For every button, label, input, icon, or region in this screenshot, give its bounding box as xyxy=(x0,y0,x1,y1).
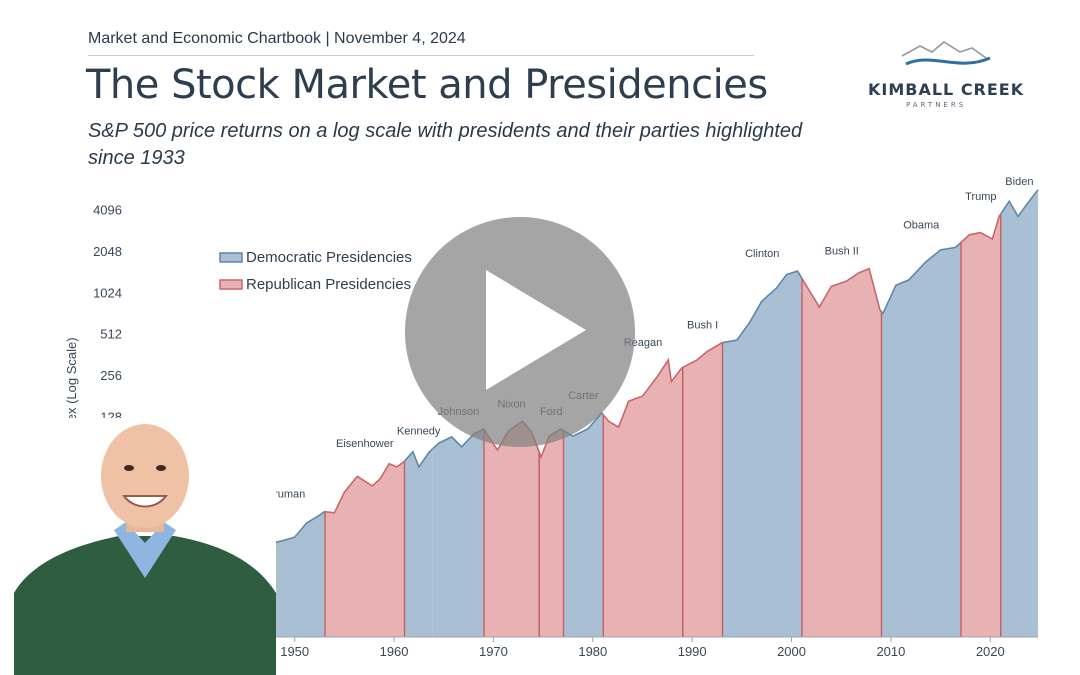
x-tick-label: 2020 xyxy=(976,644,1005,659)
presenter-collar xyxy=(114,522,176,578)
presidency-region-eisenhower xyxy=(324,461,405,637)
president-label: Kennedy xyxy=(397,426,441,438)
presenter-sweater xyxy=(14,536,276,675)
legend-label: Republican Presidencies xyxy=(246,276,411,293)
price-line-kennedy xyxy=(403,448,434,469)
legend-swatch xyxy=(219,279,243,290)
legend-label: Democratic Presidencies xyxy=(246,249,412,266)
y-tick-label: 256 xyxy=(100,368,122,383)
legend-swatch xyxy=(219,252,243,263)
presidency-region-trump xyxy=(960,214,1001,637)
x-tick-label: 1990 xyxy=(678,644,707,659)
kimball-creek-logo-icon xyxy=(901,41,991,66)
x-tick-label: 1980 xyxy=(578,644,607,659)
presidency-region-johnson xyxy=(432,428,484,637)
logo-subtext: PARTNERS xyxy=(906,101,967,109)
president-label: Clinton xyxy=(745,248,779,260)
price-line-obama xyxy=(880,241,962,315)
presidency-region-bush-i xyxy=(682,342,723,637)
page-subtitle: S&P 500 price returns on a log scale wit… xyxy=(88,120,803,169)
play-button[interactable] xyxy=(405,217,635,447)
y-tick-label: 1024 xyxy=(93,285,122,300)
logo-wordmark: KIMBALL CREEK xyxy=(868,80,1025,99)
y-tick-label: 2048 xyxy=(93,244,122,259)
presidency-region-reagan xyxy=(603,359,683,637)
chartbook-kicker: Market and Economic Chartbook | November… xyxy=(88,30,466,47)
president-label: Eisenhower xyxy=(336,438,394,450)
presidency-region-ford xyxy=(539,428,564,637)
header-divider xyxy=(88,55,754,56)
y-tick-label: 512 xyxy=(100,327,122,342)
presenter-face xyxy=(101,424,189,528)
price-line-reagan xyxy=(602,357,683,429)
x-tick-label: 1960 xyxy=(380,644,409,659)
presidency-region-carter xyxy=(563,412,604,637)
presidency-region-bush-ii xyxy=(801,268,882,637)
presenter-video-thumbnail[interactable] xyxy=(14,418,276,675)
x-tick-label: 1950 xyxy=(280,644,309,659)
presidency-region-clinton xyxy=(722,271,802,637)
y-tick-label: 4096 xyxy=(93,202,122,217)
presidency-region-biden xyxy=(1000,189,1038,637)
presidency-region-nixon xyxy=(483,421,540,637)
president-label: Bush II xyxy=(825,246,859,258)
x-tick-label: 2000 xyxy=(777,644,806,659)
president-label: Obama xyxy=(903,219,940,231)
price-line-biden xyxy=(1000,189,1039,218)
presidency-region-obama xyxy=(881,242,961,637)
president-label: Truman xyxy=(268,489,306,501)
president-label: Trump xyxy=(965,191,996,203)
price-line-bush-ii xyxy=(801,267,883,313)
price-line-trump xyxy=(960,213,1002,244)
x-tick-label: 2010 xyxy=(876,644,905,659)
price-line-eisenhower xyxy=(324,460,406,514)
president-label: Biden xyxy=(1005,176,1033,188)
price-line-clinton xyxy=(722,270,803,344)
page-title: The Stock Market and Presidencies xyxy=(86,62,768,108)
presenter-eye-left xyxy=(124,465,134,471)
president-label: Bush I xyxy=(687,320,718,332)
presenter-smile xyxy=(122,495,168,508)
x-tick-label: 1970 xyxy=(479,644,508,659)
presenter-eye-right xyxy=(156,465,166,471)
presidency-region-kennedy xyxy=(404,448,433,637)
